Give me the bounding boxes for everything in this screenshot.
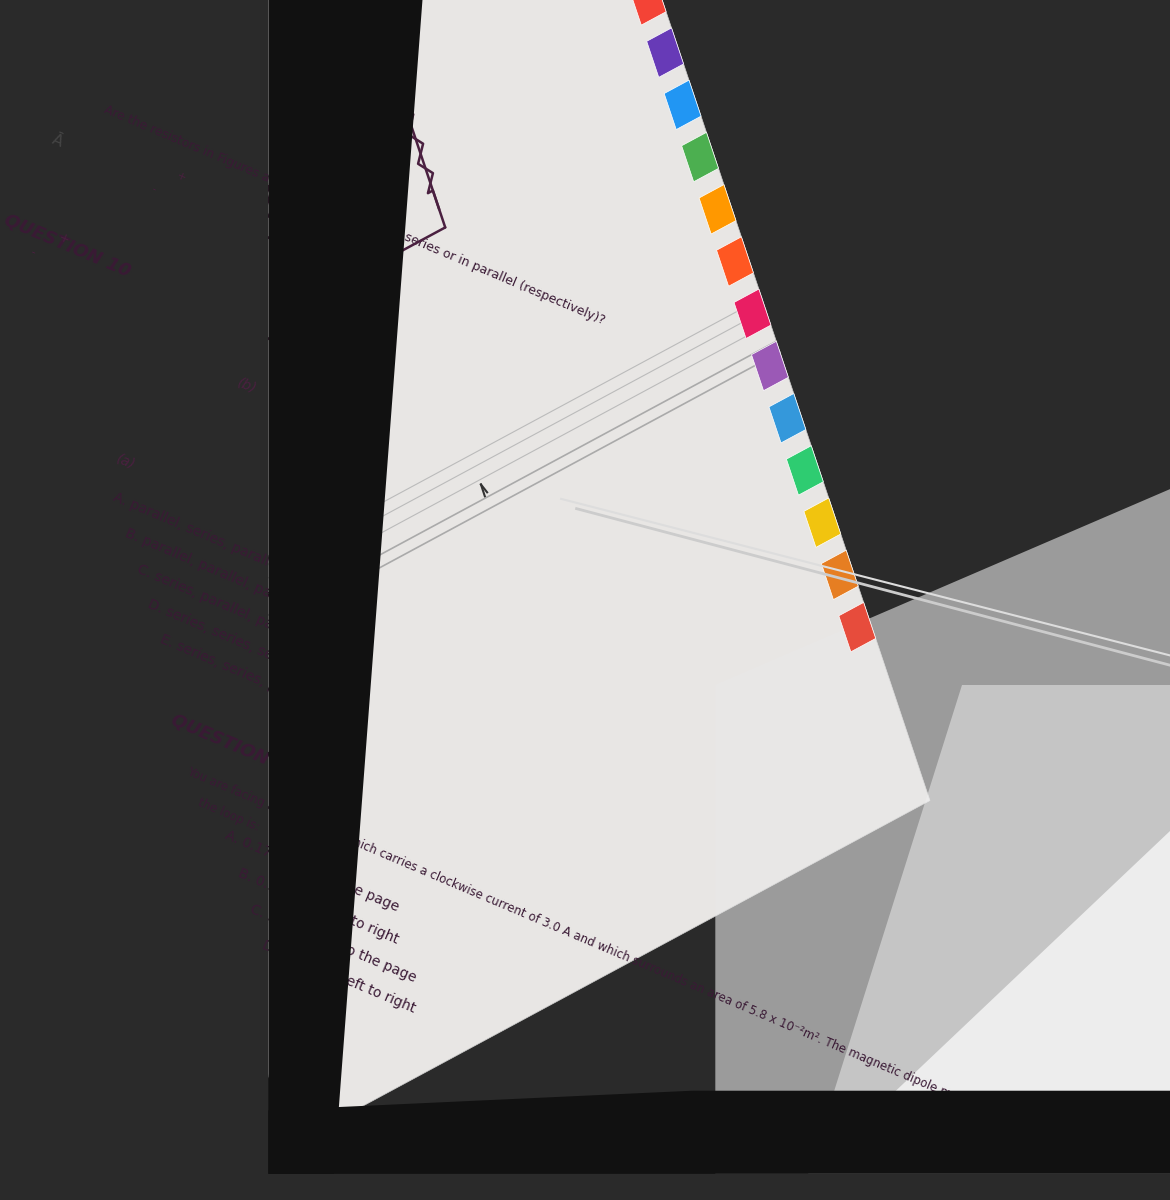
Polygon shape bbox=[700, 185, 736, 234]
Text: You are facing a loop of wire which carries a clockwise current of 3.0 A and whi: You are facing a loop of wire which carr… bbox=[185, 764, 989, 1116]
Text: A. parallel, series, parallel: A. parallel, series, parallel bbox=[110, 491, 282, 574]
Text: +: + bbox=[301, 187, 314, 200]
Text: QUESTION 11: QUESTION 11 bbox=[168, 710, 301, 780]
Text: A. 0.17 A.m², into the page: A. 0.17 A.m², into the page bbox=[223, 828, 401, 914]
Text: (b): (b) bbox=[235, 376, 259, 396]
Text: -: - bbox=[150, 184, 158, 194]
Text: Are the resistors in Figures a, b, and c connected in series or in parallel (res: Are the resistors in Figures a, b, and c… bbox=[102, 103, 607, 326]
Polygon shape bbox=[786, 445, 824, 496]
Polygon shape bbox=[665, 80, 701, 130]
Polygon shape bbox=[13, 138, 28, 158]
Polygon shape bbox=[807, 685, 1170, 1174]
Text: Ā: Ā bbox=[49, 132, 66, 150]
Text: D. 3.0 A.m², left to right: D. 3.0 A.m², left to right bbox=[260, 938, 418, 1015]
Polygon shape bbox=[715, 490, 1170, 1174]
Polygon shape bbox=[682, 132, 718, 181]
Polygon shape bbox=[0, 0, 930, 1145]
Text: D. series, series, series: D. series, series, series bbox=[146, 596, 298, 672]
Polygon shape bbox=[734, 289, 771, 338]
Text: (c): (c) bbox=[377, 283, 399, 304]
Polygon shape bbox=[804, 498, 841, 547]
Text: B. parallel, parallel, parallel: B. parallel, parallel, parallel bbox=[123, 527, 304, 614]
Polygon shape bbox=[751, 341, 789, 391]
Text: E. series, series, parallel: E. series, series, parallel bbox=[158, 632, 318, 710]
Polygon shape bbox=[268, 1091, 1170, 1174]
Polygon shape bbox=[647, 28, 683, 77]
Polygon shape bbox=[0, 149, 8, 169]
Polygon shape bbox=[716, 236, 753, 287]
Text: C. series, parallel, parallel: C. series, parallel, parallel bbox=[135, 563, 307, 646]
Polygon shape bbox=[821, 550, 859, 600]
Polygon shape bbox=[629, 0, 666, 25]
Text: B. 0.17 A.m², left to right: B. 0.17 A.m², left to right bbox=[236, 866, 401, 947]
Text: -: - bbox=[28, 246, 36, 259]
Text: +: + bbox=[174, 170, 187, 184]
Polygon shape bbox=[769, 394, 806, 443]
Polygon shape bbox=[807, 832, 1170, 1174]
Text: C. 3.0 A.m², into the page: C. 3.0 A.m², into the page bbox=[248, 902, 419, 985]
Text: -: - bbox=[311, 218, 319, 229]
Polygon shape bbox=[268, 0, 422, 1174]
Text: the loop is:: the loop is: bbox=[195, 797, 261, 834]
Text: (a): (a) bbox=[115, 451, 137, 472]
Text: +: + bbox=[56, 230, 71, 247]
Text: QUESTION 10: QUESTION 10 bbox=[1, 211, 133, 281]
Polygon shape bbox=[839, 602, 875, 652]
